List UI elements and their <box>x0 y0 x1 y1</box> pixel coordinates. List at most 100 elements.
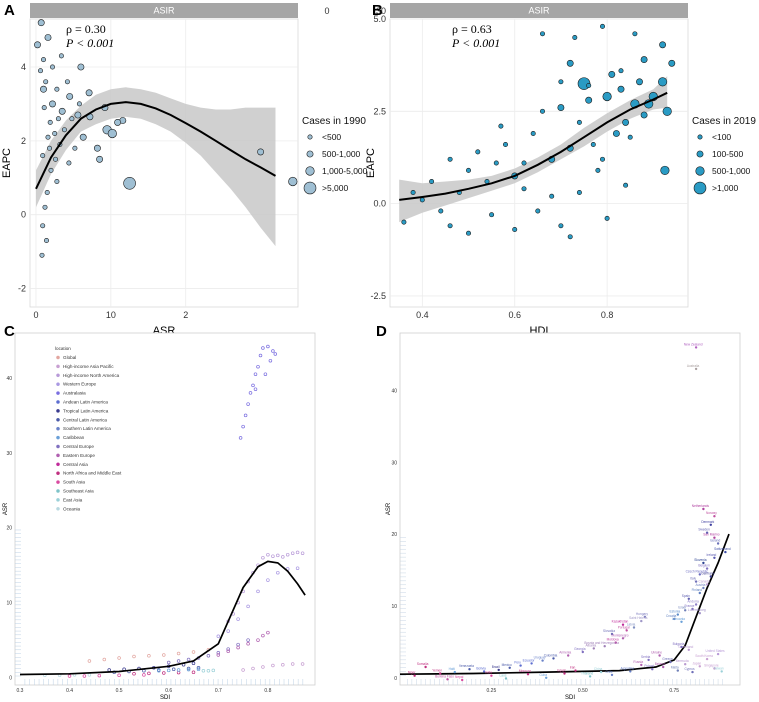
data-point <box>558 79 564 85</box>
data-point <box>602 91 612 102</box>
legend-swatch <box>306 150 314 158</box>
data-point <box>585 96 593 104</box>
country-label: Yemen <box>432 669 442 673</box>
country-point <box>694 346 698 349</box>
country-point <box>669 660 672 664</box>
country-point <box>482 670 486 673</box>
data-point <box>640 56 648 64</box>
series-point <box>236 645 240 650</box>
data-point <box>41 105 47 111</box>
country-label: Croatia <box>666 614 677 618</box>
legend-swatch <box>56 453 60 458</box>
country-label: Laos <box>500 674 507 678</box>
data-point <box>45 134 51 140</box>
data-point <box>43 79 49 85</box>
x-tick-label: 0.25 <box>487 688 497 694</box>
data-point <box>53 156 58 162</box>
data-point <box>586 83 592 88</box>
country-point <box>621 623 625 626</box>
country-point <box>698 573 701 576</box>
country-point <box>603 645 606 648</box>
data-point <box>604 215 610 221</box>
series-point <box>256 364 260 369</box>
y-tick-label: 10 <box>6 601 12 607</box>
legend-swatch <box>696 150 704 158</box>
country-label: Slovakia <box>603 629 615 633</box>
x-tick-label: 0.8 <box>601 310 614 320</box>
country-point <box>705 583 709 586</box>
country-label: Taiwan <box>714 666 724 670</box>
country-point <box>702 586 705 590</box>
x-tick-label: 0.6 <box>508 310 521 320</box>
country-label: Germany <box>701 572 715 576</box>
series-point <box>271 663 275 668</box>
series-point <box>261 346 265 350</box>
legend-label: >1,000 <box>712 183 739 193</box>
legend-swatch <box>303 181 317 195</box>
country-label: Lithuania <box>672 617 685 621</box>
country-point <box>610 673 614 677</box>
country-point <box>614 641 617 644</box>
series-point <box>281 663 285 667</box>
plot-background <box>399 332 741 686</box>
rho-annotation: ρ = 0.63 <box>452 22 492 36</box>
country-point <box>698 612 701 615</box>
data-point <box>498 123 504 129</box>
legend-swatch <box>56 489 60 493</box>
data-point <box>595 167 601 173</box>
panel-c: C 0.3 0.4 0.5 0.6 0.7 0.8 0 10 20 30 40 SDI ASR locati… <box>3 323 316 701</box>
data-point <box>557 104 565 112</box>
series-point <box>241 424 245 429</box>
series-point <box>206 654 211 658</box>
series-point <box>211 668 216 673</box>
country-label: Malta <box>671 666 679 670</box>
country-point <box>621 637 625 640</box>
data-point <box>489 212 495 218</box>
y-tick-label: 0 <box>21 210 26 220</box>
series-point <box>166 668 171 673</box>
country-label: Canada <box>699 579 710 583</box>
corner-label: 0 <box>324 6 329 16</box>
data-point <box>429 179 435 184</box>
data-point <box>39 252 45 258</box>
series-point <box>246 402 250 406</box>
country-label: Haiti <box>449 667 456 671</box>
legend-label: East Asia <box>63 497 83 502</box>
fit-line <box>19 560 306 676</box>
data-point <box>61 127 67 133</box>
legend-swatch <box>56 506 60 511</box>
data-point <box>549 193 555 199</box>
series-point <box>300 662 305 666</box>
series-point <box>132 654 136 659</box>
data-point <box>64 79 70 85</box>
country-label: Thailand <box>581 671 593 675</box>
y-tick-label: 20 <box>391 532 397 538</box>
series-point <box>271 554 275 558</box>
data-point <box>44 34 52 41</box>
country-point <box>716 652 720 656</box>
series-point <box>142 673 146 677</box>
country-label: Niger <box>408 671 417 675</box>
country-point <box>684 663 687 666</box>
series-point <box>246 642 250 646</box>
data-point <box>576 190 582 195</box>
data-point <box>48 167 54 173</box>
x-tick-label: 0.4 <box>66 688 73 694</box>
legend-label: Central Asia <box>63 462 88 467</box>
country-label: Armenia <box>559 651 571 655</box>
legend-label: Tropical Latin America <box>63 408 109 413</box>
confidence-band <box>36 87 276 247</box>
y-axis-title: EAPC <box>365 148 377 178</box>
series-point <box>206 669 211 673</box>
series-point <box>216 653 221 657</box>
data-point <box>572 35 578 40</box>
country-point <box>599 670 603 674</box>
country-point <box>640 619 643 623</box>
data-point <box>50 64 55 70</box>
country-point <box>625 629 628 632</box>
country-point <box>545 676 548 679</box>
data-point <box>41 57 46 63</box>
legend-label: >5,000 <box>322 183 349 193</box>
data-point <box>93 144 101 152</box>
y-tick-label: 40 <box>391 388 397 394</box>
